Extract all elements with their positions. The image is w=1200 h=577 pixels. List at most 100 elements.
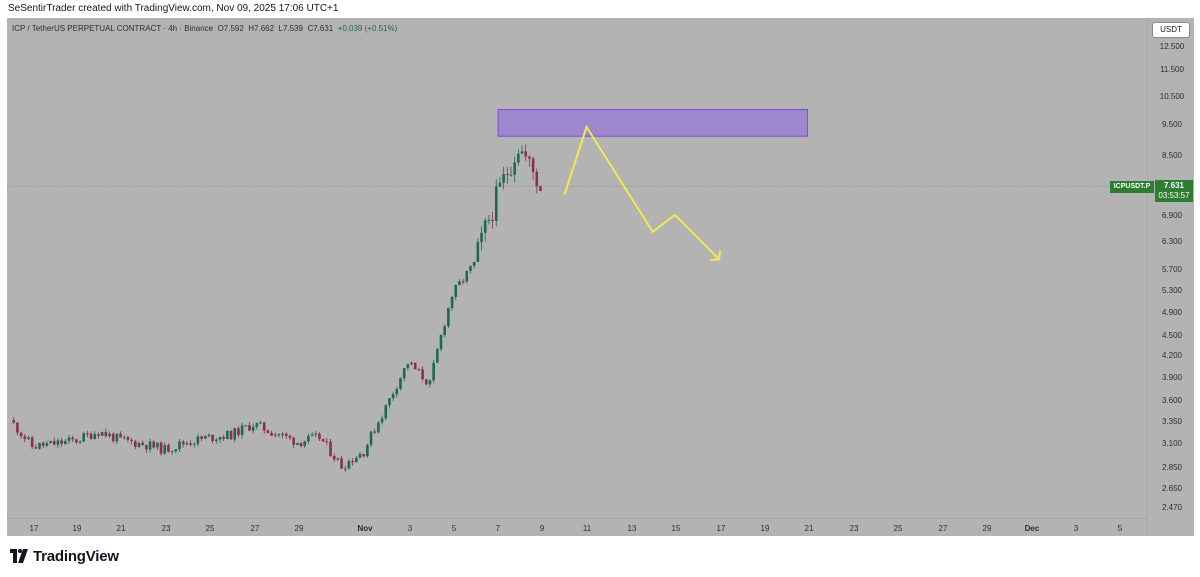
candle-body (273, 434, 277, 436)
candle-body (498, 182, 502, 187)
candle-body (517, 153, 520, 163)
candle-body (454, 285, 458, 297)
candle-body (178, 441, 181, 450)
candle-body (502, 174, 505, 183)
candle-body (145, 444, 148, 450)
candle-body (465, 270, 469, 282)
price-tick: 4.200 (1161, 351, 1183, 360)
candle-body (399, 378, 402, 389)
low-label: L7.539 (278, 24, 303, 33)
candle-body (391, 394, 395, 399)
candle-body (259, 422, 262, 424)
candle-body (248, 425, 251, 431)
price-tick: 3.350 (1161, 417, 1183, 426)
candle-body (487, 219, 491, 221)
candle-body (439, 334, 443, 350)
candle-body (366, 444, 369, 457)
candle-body (192, 443, 196, 445)
candle-body (60, 440, 63, 444)
price-tick: 5.700 (1161, 265, 1183, 274)
candle-body (152, 441, 156, 448)
candle-body (340, 458, 343, 469)
candle-body (93, 434, 97, 439)
candle-body (436, 349, 439, 363)
candle-body (491, 219, 494, 221)
candle-body (531, 158, 535, 172)
candle-body (318, 433, 321, 439)
candle-body (49, 440, 52, 444)
candle-body (413, 362, 417, 370)
tradingview-logo[interactable]: TradingView (8, 548, 119, 565)
candle-body (38, 442, 41, 449)
candle-body (343, 468, 347, 470)
candle-body (163, 445, 167, 454)
candle-body (207, 434, 211, 437)
candle-body (226, 430, 229, 439)
candle-body (100, 431, 104, 436)
time-tick: 3 (1073, 524, 1079, 533)
candle-body (34, 447, 38, 449)
price-chart[interactable] (7, 18, 1147, 518)
candle-body (292, 437, 295, 445)
candle-body (196, 436, 200, 444)
candle-body (402, 367, 406, 379)
high-label: H7.662 (248, 24, 275, 33)
candle-body (115, 433, 119, 442)
candle-body (130, 439, 133, 442)
candle-body (222, 437, 225, 439)
supply-zone (497, 108, 808, 137)
price-axis[interactable] (1147, 18, 1194, 536)
candle-body (513, 162, 516, 175)
price-tick: 4.900 (1161, 308, 1183, 317)
bar-countdown: 03:53:57 (1158, 191, 1190, 200)
symbol-title: ICP / TetherUS PERPETUAL CONTRACT · 4h ·… (12, 24, 214, 33)
chart-area[interactable]: ICP / TetherUS PERPETUAL CONTRACT · 4h ·… (7, 18, 1194, 537)
candle-body (126, 437, 130, 440)
candle-body (111, 433, 115, 442)
candle-body (89, 433, 93, 439)
candle-body (494, 186, 498, 221)
candle-body (277, 434, 281, 436)
time-tick: 15 (671, 524, 681, 533)
candle-body (528, 156, 531, 159)
candle-body (354, 457, 358, 463)
candle-body (64, 440, 67, 444)
candle-body (329, 441, 332, 456)
top-bar: SeSentirTrader created with TradingView.… (0, 0, 1200, 18)
candle-body (314, 433, 318, 435)
candle-body (30, 437, 34, 448)
candle-body (45, 443, 49, 446)
candle-body (19, 432, 23, 437)
candle-body (524, 151, 528, 157)
candle-body (362, 453, 365, 457)
candle-body (417, 369, 421, 371)
candle-body (237, 428, 240, 436)
price-tick: 2.850 (1161, 463, 1183, 472)
candle-body (174, 449, 178, 452)
time-tick: 27 (250, 524, 260, 533)
candle-body (67, 437, 71, 441)
candle-body (170, 451, 174, 453)
candle-body (122, 437, 126, 439)
candle-body (262, 422, 266, 431)
candle-body (229, 430, 233, 440)
candle-body (539, 186, 542, 191)
candle-body (266, 430, 270, 433)
candle-body (424, 379, 428, 385)
candle-body (104, 431, 108, 437)
currency-button[interactable]: USDT (1152, 22, 1190, 38)
candle-body (506, 174, 509, 176)
last-price-value: 7.631 (1163, 181, 1185, 190)
candle-body (215, 439, 218, 441)
candle-body (167, 445, 170, 452)
candle-body (203, 436, 207, 439)
close-label: C7.631 (307, 24, 334, 33)
candle-body (27, 437, 30, 440)
candle-body (369, 431, 373, 445)
projection-arrowhead (709, 250, 722, 262)
candle-body (307, 435, 310, 442)
time-axis[interactable] (7, 518, 1147, 537)
time-tick: 21 (116, 524, 126, 533)
tradingview-logo-icon (10, 549, 28, 563)
candle-body (443, 326, 446, 335)
